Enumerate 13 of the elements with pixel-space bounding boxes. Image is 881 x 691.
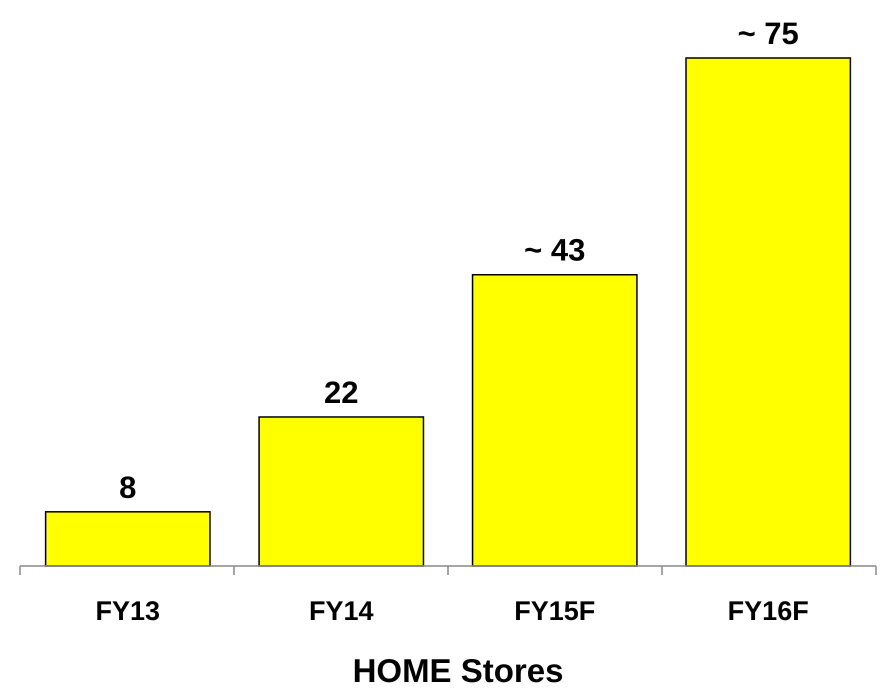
data-label: 22 — [324, 374, 359, 410]
data-label: 8 — [119, 470, 136, 505]
x-tick-label: FY14 — [308, 596, 374, 626]
x-axis-title: HOME Stores — [352, 652, 564, 689]
bar — [258, 416, 424, 567]
bar — [472, 274, 638, 567]
data-label: ~ 75 — [738, 16, 799, 51]
x-tick-label: FY16F — [728, 596, 809, 626]
data-label: ~ 43 — [524, 232, 586, 268]
x-tick-label: FY13 — [96, 596, 160, 626]
bar — [44, 511, 211, 567]
x-tick-label: FY15F — [514, 596, 596, 626]
bar — [685, 57, 852, 567]
